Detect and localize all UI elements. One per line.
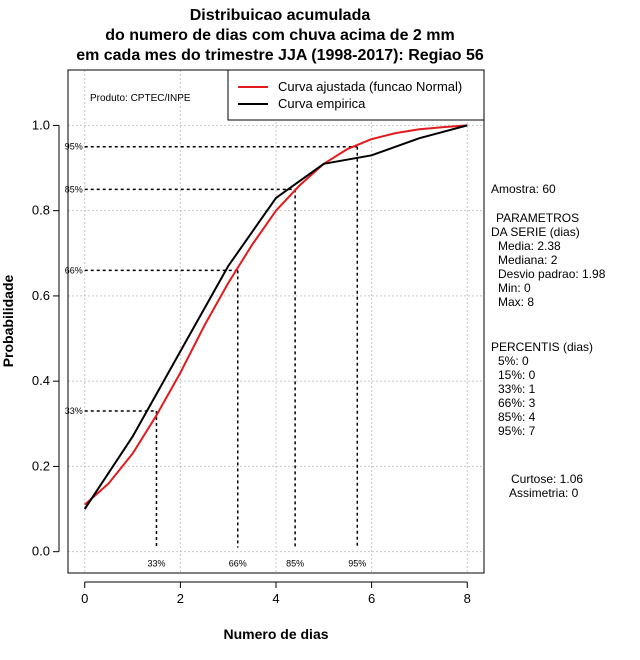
- y-axis-label: Probabilidade: [0, 275, 16, 368]
- skewness: Assimetria: 0: [509, 486, 579, 500]
- percentile-label-x: 95%: [348, 559, 366, 569]
- param-mean: Media: 2.38: [498, 239, 561, 253]
- param-min: Min: 0: [498, 281, 531, 295]
- percentile-label-x: 66%: [229, 559, 247, 569]
- legend: Curva ajustada (funcao Normal) Curva emp…: [227, 69, 485, 121]
- empirical-curve: [83, 124, 468, 510]
- legend-box: [227, 69, 485, 121]
- x-tick-label: 6: [368, 591, 375, 606]
- y-tick-label: 0.4: [32, 373, 50, 388]
- percentile-label-y: 85%: [65, 184, 83, 194]
- params-title: PARAMETROS: [496, 211, 580, 225]
- legend-fitted-label: Curva ajustada (funcao Normal): [278, 79, 462, 94]
- x-tick-label: 4: [272, 591, 279, 606]
- percentile-label-x: 33%: [147, 559, 165, 569]
- x-axis-label: Numero de dias: [223, 626, 328, 642]
- param-median: Mediana: 2: [498, 253, 558, 267]
- chart-title-line-2: do numero de dias com chuva acima de 2 m…: [105, 27, 455, 44]
- y-tick-label: 1.0: [32, 117, 50, 132]
- legend-empirical-label: Curva empirica: [278, 96, 366, 111]
- series-lines: [83, 124, 468, 510]
- percentile-label-y: 33%: [65, 406, 83, 416]
- x-tick-label: 2: [177, 591, 184, 606]
- percentile-guides: 33% 33% 66% 66% 85% 85% 95% 95%: [65, 142, 367, 569]
- percentile-95: 95%: 7: [498, 424, 536, 438]
- x-tick-label: 0: [81, 591, 88, 606]
- plot-frame: [67, 69, 485, 574]
- chart-title-line-1: Distribuicao acumulada: [189, 7, 371, 24]
- y-tick-label: 0.8: [32, 203, 50, 218]
- sample-size: Amostra: 60: [491, 182, 556, 196]
- percentile-5: 5%: 0: [498, 354, 529, 368]
- axes: 0 2 4 6 8 0.0 0.2 0.4 0.6 0.8 1.0: [32, 117, 471, 606]
- percentile-85: 85%: 4: [498, 410, 536, 424]
- y-tick-label: 0.6: [32, 288, 50, 303]
- fitted-normal-curve: [84, 124, 468, 506]
- y-tick-label: 0.2: [32, 458, 50, 473]
- percentile-66: 66%: 3: [498, 396, 536, 410]
- percentile-15: 15%: 0: [498, 368, 536, 382]
- percentile-label-x: 85%: [286, 559, 304, 569]
- grid: [68, 70, 484, 573]
- percentiles-title: PERCENTIS (dias): [491, 340, 594, 354]
- param-stddev: Desvio padrao: 1.98: [498, 267, 606, 281]
- percentile-label-y: 66%: [65, 265, 83, 275]
- chart-title-line-3: em cada mes do trimestre JJA (1998-2017)…: [76, 47, 484, 64]
- product-label: Produto: CPTEC/INPE: [90, 93, 191, 104]
- x-tick-label: 8: [464, 591, 471, 606]
- kurtosis: Curtose: 1.06: [511, 472, 584, 486]
- params-subtitle: DA SERIE (dias): [491, 225, 580, 239]
- percentile-33: 33%: 1: [498, 382, 536, 396]
- param-max: Max: 8: [498, 295, 535, 309]
- y-tick-label: 0.0: [32, 544, 50, 559]
- percentile-label-y: 95%: [65, 142, 83, 152]
